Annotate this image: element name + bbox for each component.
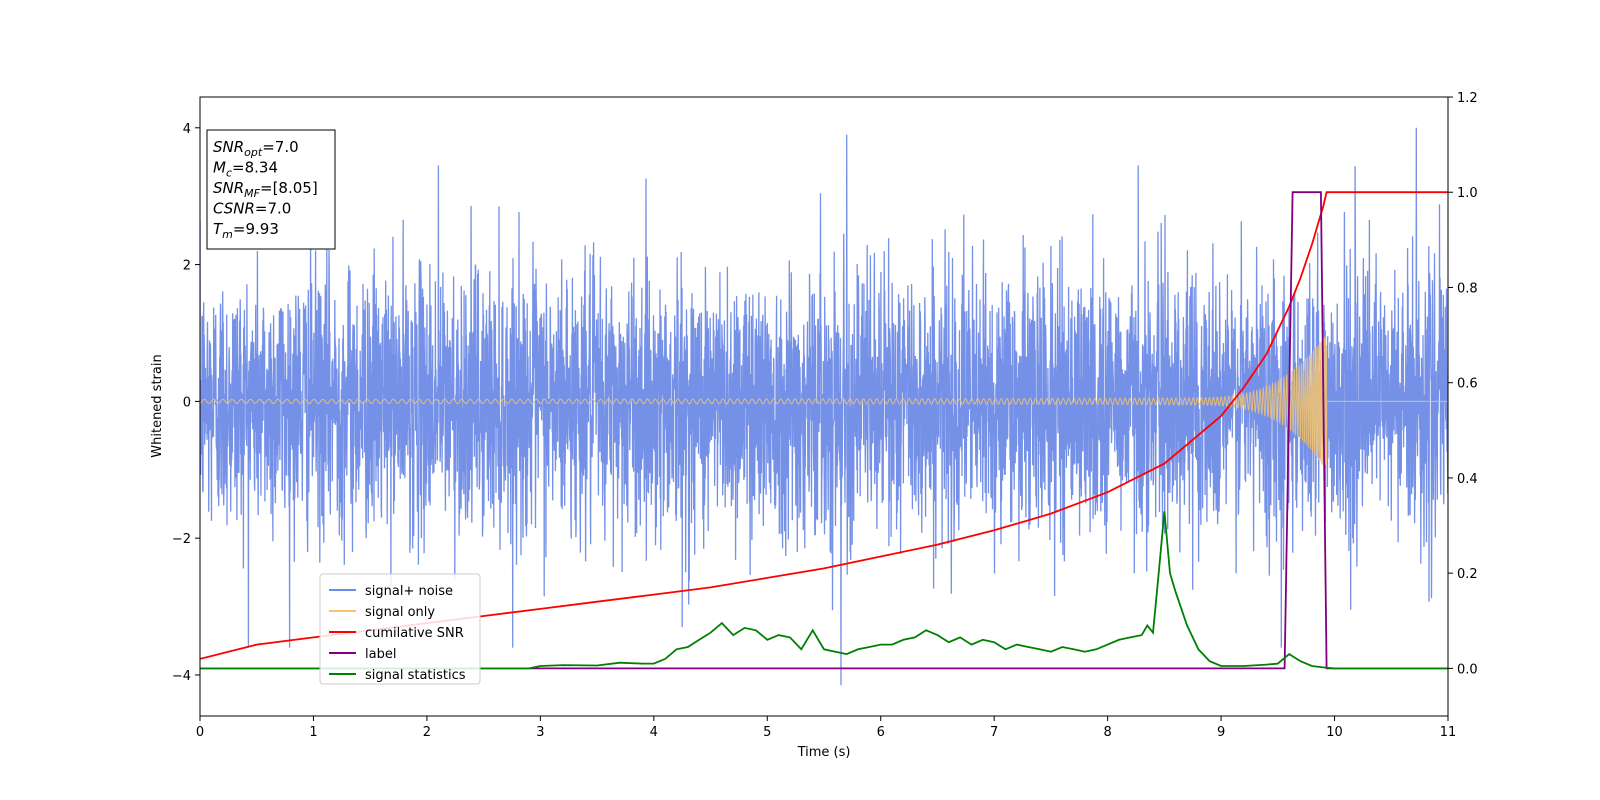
y2-tick-label: 0.4 xyxy=(1457,472,1478,487)
x-tick-label: 11 xyxy=(1440,725,1457,740)
info-line: CSNR=7.0 xyxy=(213,200,291,218)
x-tick-label: 8 xyxy=(1103,725,1111,740)
legend: signal+ noise signal only cumilative SNR la… xyxy=(319,573,481,685)
series-line-cumilative-snr xyxy=(200,191,1448,660)
series-line-signal-only xyxy=(200,336,1448,466)
x-tick-label: 7 xyxy=(990,725,998,740)
y2-tick-label: 0.8 xyxy=(1457,281,1478,296)
x-tick-label: 10 xyxy=(1326,725,1343,740)
legend-label: signal+ noise xyxy=(365,584,453,599)
y-tick-label: −2 xyxy=(172,532,191,547)
info-line: Tm=9.93 xyxy=(213,220,279,241)
x-tick-label: 9 xyxy=(1217,725,1225,740)
info-line: Mc=8.34 xyxy=(213,159,278,180)
x-axis-label: Time (s) xyxy=(797,745,851,760)
legend-label: signal only xyxy=(365,605,435,620)
x-tick-label: 2 xyxy=(423,725,431,740)
info-box-frame xyxy=(206,129,336,250)
series-line-signal-statistics xyxy=(200,511,1448,670)
legend-label: cumilative SNR xyxy=(365,626,464,641)
x-tick-label: 3 xyxy=(536,725,544,740)
legend-label: signal statistics xyxy=(365,668,466,683)
y2-tick-label: 1.0 xyxy=(1457,186,1478,201)
x-tick-label: 5 xyxy=(763,725,771,740)
y-tick-label: −4 xyxy=(172,669,191,684)
x-tick-label: 4 xyxy=(650,725,658,740)
y2-tick-label: 0.6 xyxy=(1457,377,1478,392)
series-line-signal-noise xyxy=(200,127,1448,686)
plot-frame xyxy=(199,96,1449,717)
y-tick-label: 4 xyxy=(183,122,191,137)
y2-tick-label: 1.2 xyxy=(1457,91,1478,106)
info-line: SNRMF=[8.05] xyxy=(213,179,318,200)
x-tick-label: 1 xyxy=(309,725,317,740)
info-line: SNRopt=7.0 xyxy=(213,138,299,159)
x-tick-label: 0 xyxy=(196,725,204,740)
y2-tick-label: 0.0 xyxy=(1457,662,1478,677)
x-tick-label: 6 xyxy=(877,725,885,740)
legend-label: label xyxy=(365,647,396,662)
y-tick-label: 0 xyxy=(183,395,191,410)
y-axis-label: Whitened strain xyxy=(150,354,165,457)
legend-frame xyxy=(319,573,481,685)
y2-tick-label: 0.2 xyxy=(1457,567,1478,582)
y-tick-label: 2 xyxy=(183,259,191,274)
